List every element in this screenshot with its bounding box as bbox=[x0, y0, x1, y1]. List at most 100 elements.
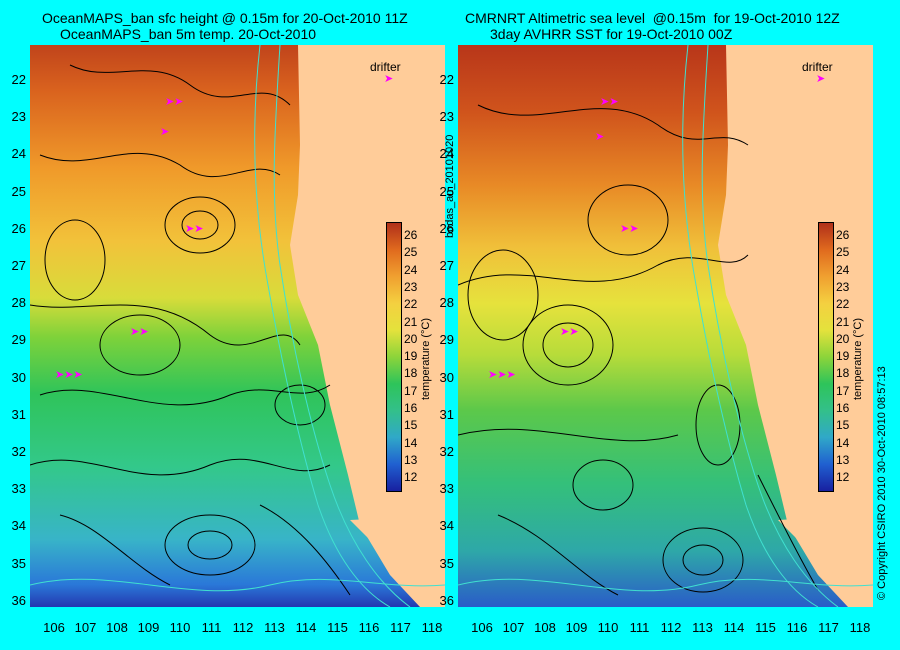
colorbar-tick-label: 25 bbox=[836, 245, 850, 260]
y-tick-label: 23 bbox=[11, 109, 26, 125]
left-drifter-track[interactable]: ➤➤ bbox=[185, 223, 204, 235]
colorbar-tick-label: 19 bbox=[404, 349, 418, 364]
y-tick-label: 24 bbox=[439, 146, 454, 162]
x-tick-label: 113 bbox=[692, 620, 713, 635]
right-map-panel[interactable] bbox=[458, 45, 873, 607]
y-tick-label: 25 bbox=[11, 183, 26, 199]
right-title-line2: 3day AVHRR SST for 19-Oct-2010 00Z bbox=[490, 26, 733, 42]
colorbar-tick-label: 26 bbox=[404, 228, 418, 242]
right-drifter-label: drifter bbox=[802, 60, 833, 74]
x-tick-label: 107 bbox=[502, 620, 525, 635]
y-tick-label: 30 bbox=[439, 369, 454, 385]
right-land bbox=[718, 45, 873, 607]
left-title-line2: OceanMAPS_ban 5m temp. 20-Oct-2010 bbox=[60, 26, 317, 42]
y-tick-label: 22 bbox=[11, 72, 26, 87]
y-tick-label: 28 bbox=[439, 295, 454, 311]
y-tick-label: 22 bbox=[439, 72, 454, 87]
y-tick-label: 28 bbox=[11, 295, 26, 311]
y-tick-label: 30 bbox=[11, 369, 26, 385]
left-isobaths bbox=[30, 45, 445, 607]
right-drifter-track[interactable]: ➤➤ bbox=[620, 223, 639, 235]
colorbar-tick-label: 23 bbox=[836, 279, 850, 294]
x-tick-label: 106 bbox=[43, 620, 65, 635]
left-map-panel[interactable] bbox=[30, 45, 445, 607]
y-tick-label: 31 bbox=[439, 406, 454, 422]
right-title-line1: CMRNRT Altimetric sea level @0.15m for 1… bbox=[465, 10, 840, 26]
right-drifter-track[interactable]: ➤➤➤ bbox=[488, 369, 516, 381]
right-colorbar bbox=[818, 222, 834, 492]
colorbar-tick-label: 21 bbox=[404, 314, 418, 329]
y-tick-label: 31 bbox=[11, 406, 26, 422]
left-drifter-track[interactable]: ➤➤➤ bbox=[55, 369, 83, 381]
colorbar-tick-label: 24 bbox=[836, 262, 850, 277]
left-contours bbox=[30, 64, 351, 596]
colorbar-tick-label: 15 bbox=[404, 418, 418, 433]
colorbar-tick-label: 23 bbox=[404, 279, 418, 294]
right-land-south bbox=[778, 515, 873, 607]
middle-side-label: bodas_an_20101020 bbox=[444, 134, 456, 238]
left-drifter-track[interactable]: ➤➤ bbox=[130, 326, 149, 338]
colorbar-tick-label: 25 bbox=[404, 245, 418, 260]
y-tick-label: 34 bbox=[439, 518, 454, 534]
x-tick-label: 109 bbox=[137, 620, 160, 635]
colorbar-tick-label: 22 bbox=[836, 297, 850, 312]
colorbar-tick-label: 14 bbox=[404, 435, 418, 450]
colorbar-tick-label: 20 bbox=[836, 331, 850, 346]
y-tick-label: 29 bbox=[439, 332, 454, 348]
left-drifter-legend-icon: ➤ bbox=[384, 73, 394, 85]
colorbar-tick-label: 13 bbox=[404, 452, 418, 467]
x-tick-label: 108 bbox=[106, 620, 128, 635]
right-drifter-legend-icon: ➤ bbox=[816, 73, 826, 85]
colorbar-tick-label: 21 bbox=[836, 314, 850, 329]
left-drifter-track[interactable]: ➤➤ bbox=[165, 96, 184, 108]
x-tick-label: 118 bbox=[421, 620, 443, 635]
x-tick-label: 111 bbox=[629, 620, 650, 635]
y-tick-label: 29 bbox=[11, 332, 26, 348]
right-drifter-track[interactable]: ➤➤ bbox=[560, 326, 579, 338]
y-tick-label: 33 bbox=[439, 481, 454, 497]
colorbar-tick-label: 17 bbox=[404, 383, 418, 398]
y-tick-label: 26 bbox=[439, 220, 454, 236]
y-tick-label: 25 bbox=[439, 183, 454, 199]
right-map-svg bbox=[458, 45, 873, 607]
y-tick-label: 23 bbox=[439, 109, 454, 125]
x-tick-label: 108 bbox=[534, 620, 556, 635]
colorbar-tick-label: 24 bbox=[404, 262, 418, 277]
x-tick-label: 117 bbox=[818, 620, 839, 635]
colorbar-tick-label: 18 bbox=[836, 366, 850, 381]
y-tick-label: 26 bbox=[11, 220, 26, 236]
colorbar-tick-label: 16 bbox=[836, 401, 850, 415]
x-tick-label: 115 bbox=[327, 620, 348, 635]
colorbar-tick-label: 18 bbox=[404, 366, 418, 381]
left-title-line1: OceanMAPS_ban sfc height @ 0.15m for 20-… bbox=[42, 10, 408, 26]
x-tick-label: 113 bbox=[264, 620, 285, 635]
right-drifter-track[interactable]: ➤ bbox=[595, 131, 605, 143]
x-tick-label: 109 bbox=[565, 620, 588, 635]
x-tick-label: 114 bbox=[295, 620, 317, 635]
left-map-svg bbox=[30, 45, 445, 607]
left-colorbar bbox=[386, 222, 402, 492]
x-tick-label: 107 bbox=[74, 620, 97, 635]
colorbar-tick-label: 13 bbox=[836, 452, 850, 467]
colorbar-tick-label: 26 bbox=[836, 228, 850, 242]
x-tick-label: 115 bbox=[755, 620, 776, 635]
left-drifter-track[interactable]: ➤ bbox=[160, 126, 170, 138]
y-tick-label: 36 bbox=[439, 592, 454, 608]
right-drifter-track[interactable]: ➤➤ bbox=[600, 96, 619, 108]
left-land bbox=[290, 45, 445, 607]
x-tick-label: 117 bbox=[390, 620, 411, 635]
y-tick-label: 35 bbox=[439, 555, 454, 571]
y-tick-label: 35 bbox=[11, 555, 26, 571]
x-tick-label: 116 bbox=[786, 620, 808, 635]
x-tick-label: 110 bbox=[597, 620, 619, 635]
y-tick-label: 32 bbox=[439, 444, 454, 459]
y-tick-label: 34 bbox=[11, 518, 26, 534]
x-tick-label: 112 bbox=[660, 620, 682, 635]
right-isobaths bbox=[458, 45, 873, 607]
colorbar-tick-label: 14 bbox=[836, 435, 850, 450]
y-tick-label: 24 bbox=[11, 146, 26, 162]
colorbar-tick-label: 20 bbox=[404, 331, 418, 346]
x-tick-label: 116 bbox=[358, 620, 380, 635]
left-land-south bbox=[350, 515, 445, 607]
x-tick-label: 106 bbox=[471, 620, 493, 635]
